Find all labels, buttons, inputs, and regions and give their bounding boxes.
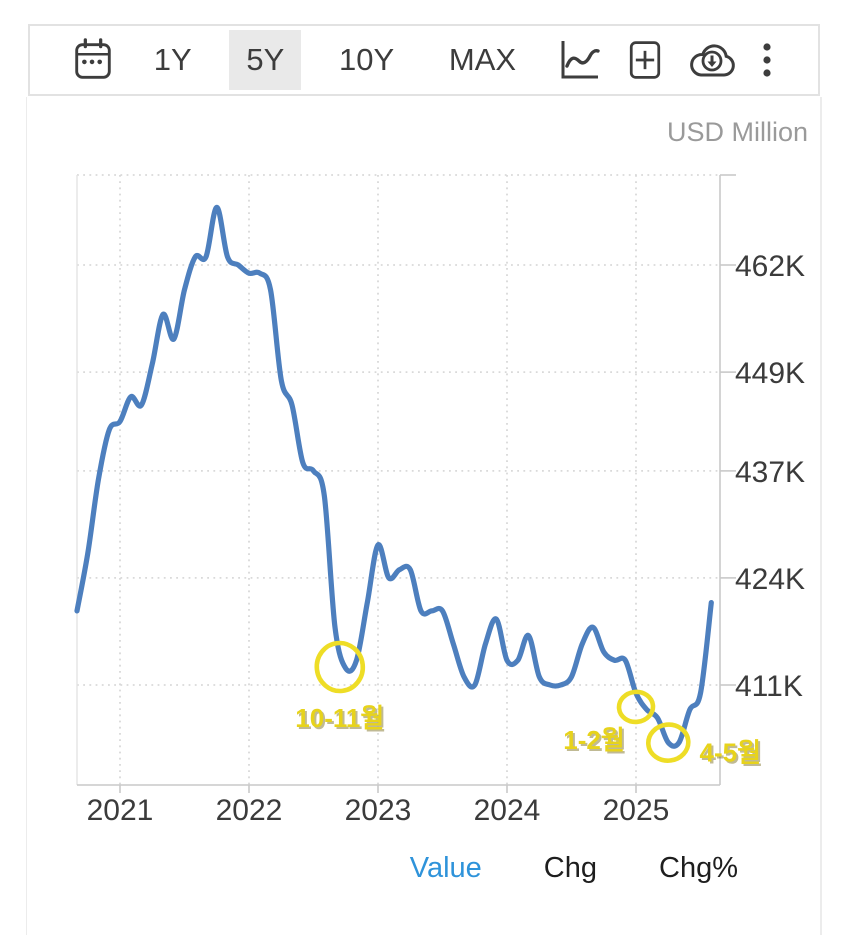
annotation-label: 4-5월 bbox=[700, 738, 762, 768]
chart-toolbar: 1Y 5Y 10Y MAX bbox=[28, 24, 820, 96]
chart-type-button[interactable] bbox=[554, 36, 602, 84]
x-axis-label: 2021 bbox=[87, 794, 154, 827]
x-axis-label: 2023 bbox=[345, 794, 412, 827]
y-axis-label: 449K bbox=[735, 357, 805, 390]
x-axis-label: 2024 bbox=[474, 794, 541, 827]
more-menu-icon bbox=[763, 43, 771, 77]
range-10y-button[interactable]: 10Y bbox=[322, 30, 411, 90]
annotation-label-shadow: 10-11월 bbox=[297, 705, 386, 735]
tab-chg[interactable]: Chg bbox=[543, 852, 597, 884]
unit-label: USD Million bbox=[666, 117, 808, 147]
x-axis-label: 2025 bbox=[603, 794, 670, 827]
y-axis-label: 462K bbox=[735, 250, 805, 283]
y-axis-label: 424K bbox=[735, 563, 805, 596]
annotation-label-shadow: 1-2월 bbox=[565, 727, 627, 757]
x-axis-label: 2022 bbox=[216, 794, 283, 827]
download-button[interactable] bbox=[687, 37, 739, 83]
annotation-circle bbox=[646, 722, 691, 763]
data-line bbox=[74, 204, 714, 749]
line-chart-type-icon bbox=[561, 41, 600, 79]
range-5y-button[interactable]: 5Y bbox=[229, 30, 302, 90]
range-max-button[interactable]: MAX bbox=[432, 30, 533, 90]
annotation-circle bbox=[314, 640, 366, 694]
annotation-label-shadow: 4-5월 bbox=[702, 740, 764, 770]
series-tabs: Value Chg Chg% bbox=[26, 852, 820, 885]
annotation-label: 10-11월 bbox=[295, 703, 384, 733]
chart-card bbox=[26, 97, 822, 935]
range-1y-button[interactable]: 1Y bbox=[137, 30, 209, 90]
compare-add-button[interactable] bbox=[623, 36, 667, 84]
annotation-circle bbox=[616, 689, 656, 725]
more-menu-button[interactable] bbox=[760, 36, 774, 84]
annotation-label: 1-2월 bbox=[563, 725, 625, 755]
y-axis-label: 437K bbox=[735, 456, 805, 489]
y-axis-label: 411K bbox=[735, 670, 803, 703]
add-compare-icon bbox=[629, 41, 660, 79]
cloud-download-icon bbox=[690, 44, 736, 77]
calendar-button[interactable] bbox=[70, 36, 116, 84]
tab-value[interactable]: Value bbox=[409, 852, 482, 884]
calendar-icon bbox=[75, 38, 111, 79]
tab-chg-pct[interactable]: Chg% bbox=[659, 852, 738, 884]
